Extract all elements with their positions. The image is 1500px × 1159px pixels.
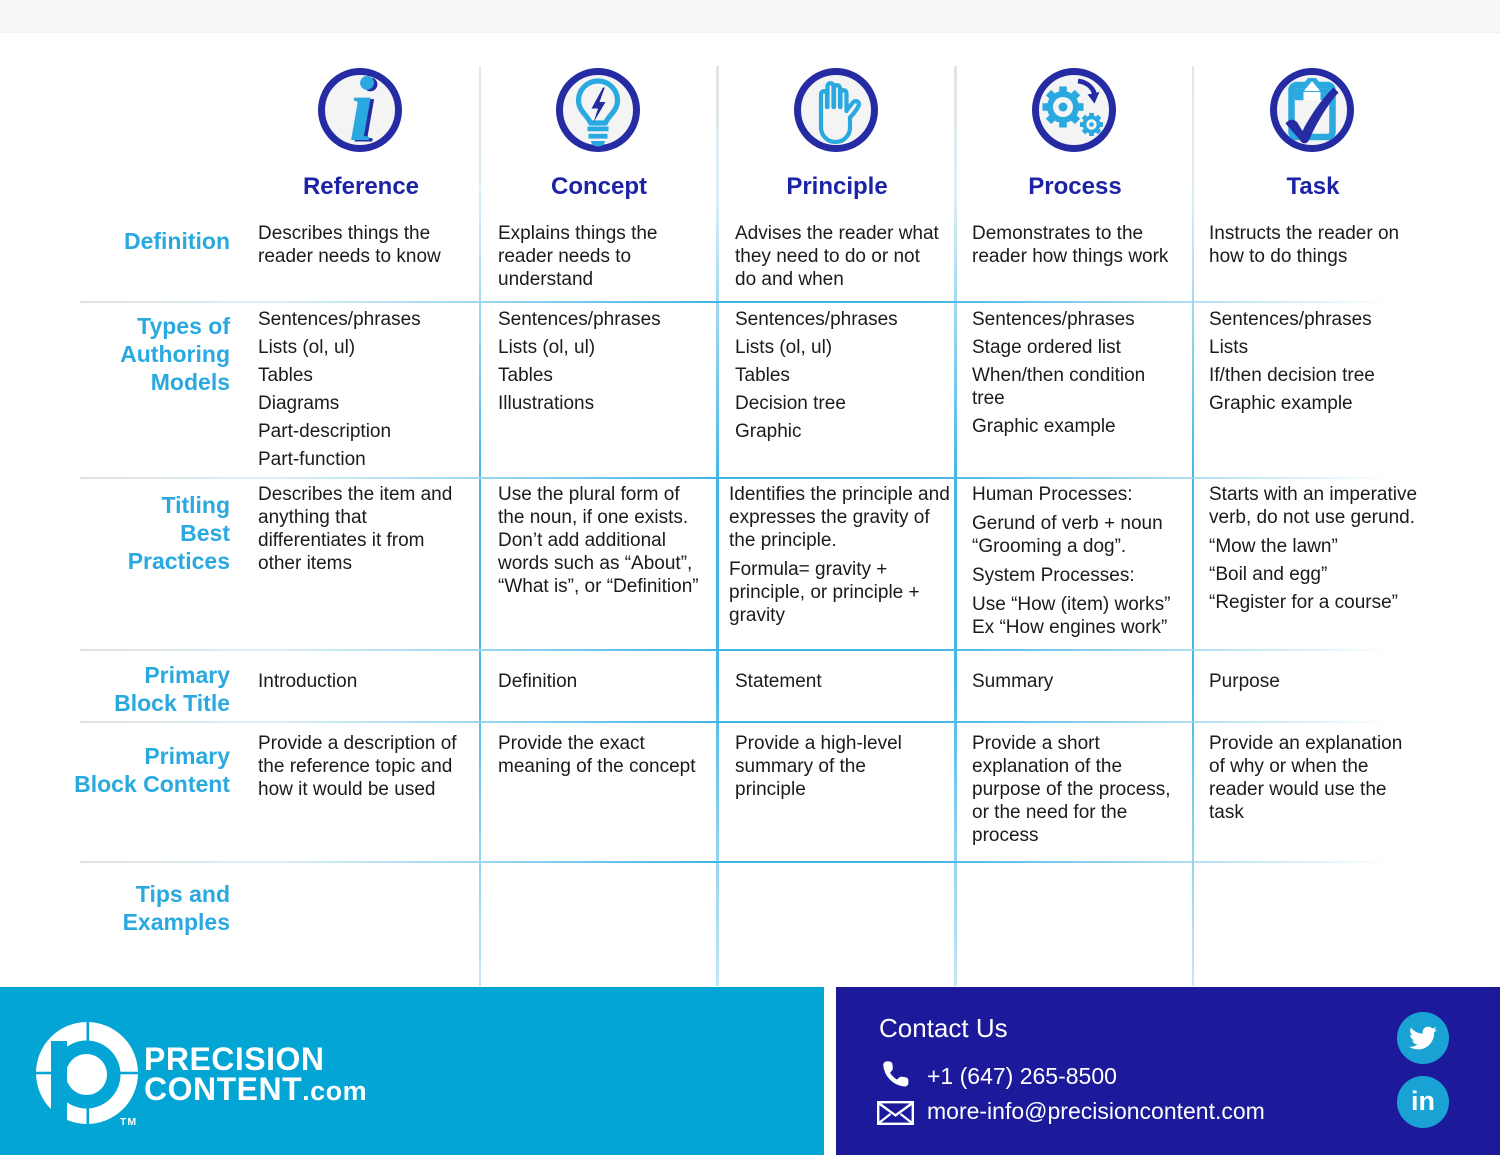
svg-text:i: i [349, 67, 375, 153]
svg-text:i: i [352, 67, 378, 153]
